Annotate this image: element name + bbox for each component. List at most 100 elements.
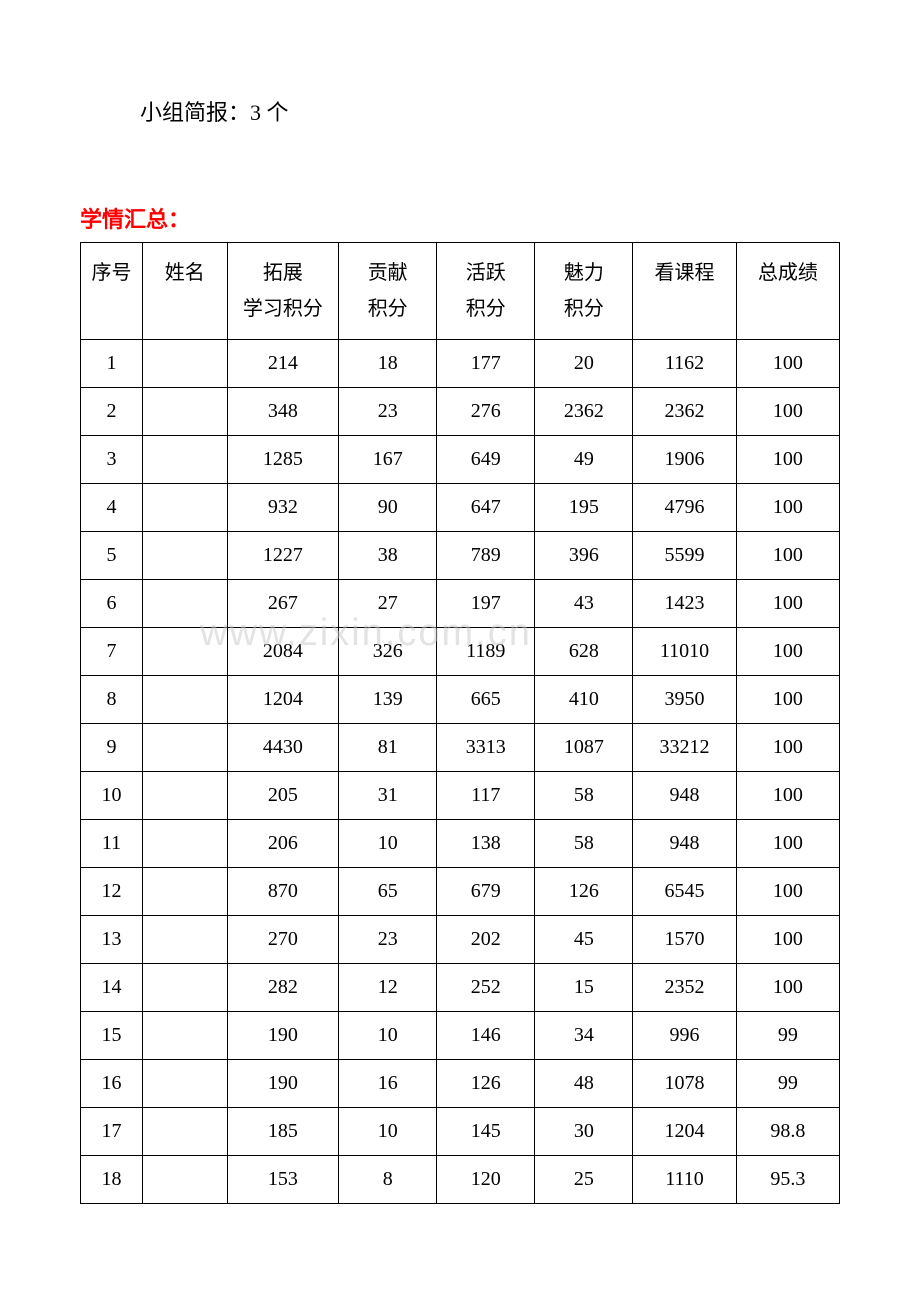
table-row: 94430813313108733212100 <box>81 724 840 772</box>
table-row: 15190101463499699 <box>81 1012 840 1060</box>
table-cell: 45 <box>535 916 633 964</box>
table-cell <box>142 1012 227 1060</box>
table-cell: 16 <box>81 1060 143 1108</box>
table-cell: 214 <box>227 340 339 388</box>
table-cell: 1285 <box>227 436 339 484</box>
table-cell <box>142 340 227 388</box>
table-row: 161901612648107899 <box>81 1060 840 1108</box>
table-cell: 195 <box>535 484 633 532</box>
table-cell: 95.3 <box>736 1156 839 1204</box>
table-cell: 649 <box>437 436 535 484</box>
table-cell <box>142 820 227 868</box>
header-label: 活跃 <box>441 255 530 291</box>
table-cell: 167 <box>339 436 437 484</box>
table-cell: 9 <box>81 724 143 772</box>
table-cell: 2352 <box>633 964 736 1012</box>
table-cell: 4796 <box>633 484 736 532</box>
header-label: 贡献 <box>343 255 432 291</box>
header-label: 积分 <box>343 291 432 327</box>
table-cell: 267 <box>227 580 339 628</box>
table-cell: 206 <box>227 820 339 868</box>
table-cell: 2362 <box>535 388 633 436</box>
table-cell: 100 <box>736 484 839 532</box>
table-cell <box>142 916 227 964</box>
table-cell: 65 <box>339 868 437 916</box>
table-row: 121418177201162100 <box>81 340 840 388</box>
table-cell: 8 <box>81 676 143 724</box>
table-cell: 12 <box>81 868 143 916</box>
table-cell: 10 <box>81 772 143 820</box>
table-cell: 1227 <box>227 532 339 580</box>
table-cell: 190 <box>227 1012 339 1060</box>
table-cell: 100 <box>736 628 839 676</box>
table-cell <box>142 388 227 436</box>
header-label: 积分 <box>539 291 628 327</box>
table-cell: 98.8 <box>736 1108 839 1156</box>
table-cell: 15 <box>535 964 633 1012</box>
table-cell: 33212 <box>633 724 736 772</box>
table-cell: 870 <box>227 868 339 916</box>
table-cell: 348 <box>227 388 339 436</box>
table-cell: 13 <box>81 916 143 964</box>
table-cell: 90 <box>339 484 437 532</box>
table-cell: 1204 <box>227 676 339 724</box>
table-cell: 665 <box>437 676 535 724</box>
table-row: 1428212252152352100 <box>81 964 840 1012</box>
table-cell <box>142 964 227 1012</box>
table-row: 12870656791266545100 <box>81 868 840 916</box>
subtitle-text: 小组简报：3 个 <box>140 95 840 127</box>
table-cell: 1204 <box>633 1108 736 1156</box>
table-cell: 996 <box>633 1012 736 1060</box>
table-row: 51227387893965599100 <box>81 532 840 580</box>
table-cell <box>142 1060 227 1108</box>
table-cell <box>142 628 227 676</box>
table-cell: 58 <box>535 820 633 868</box>
table-cell: 396 <box>535 532 633 580</box>
table-cell: 6 <box>81 580 143 628</box>
table-cell <box>142 676 227 724</box>
table-cell <box>142 724 227 772</box>
table-cell: 8 <box>339 1156 437 1204</box>
header-total: 总成绩 <box>736 243 839 340</box>
table-cell: 3950 <box>633 676 736 724</box>
table-cell <box>142 484 227 532</box>
table-row: 1327023202451570100 <box>81 916 840 964</box>
table-cell: 49 <box>535 436 633 484</box>
table-cell: 11 <box>81 820 143 868</box>
table-cell: 139 <box>339 676 437 724</box>
table-cell: 679 <box>437 868 535 916</box>
table-cell: 1078 <box>633 1060 736 1108</box>
table-cell: 197 <box>437 580 535 628</box>
header-label: 总成绩 <box>741 255 835 291</box>
table-cell: 3313 <box>437 724 535 772</box>
table-cell: 100 <box>736 820 839 868</box>
table-cell: 100 <box>736 580 839 628</box>
table-header-row: 序号 姓名 拓展 学习积分 贡献 积分 活跃 积分 <box>81 243 840 340</box>
table-cell: 100 <box>736 676 839 724</box>
table-cell: 252 <box>437 964 535 1012</box>
table-cell: 205 <box>227 772 339 820</box>
header-course: 看课程 <box>633 243 736 340</box>
table-cell <box>142 580 227 628</box>
table-cell <box>142 1108 227 1156</box>
header-label: 序号 <box>85 255 138 291</box>
header-ext: 拓展 学习积分 <box>227 243 339 340</box>
table-cell: 138 <box>437 820 535 868</box>
table-cell: 190 <box>227 1060 339 1108</box>
table-cell: 1906 <box>633 436 736 484</box>
table-cell: 932 <box>227 484 339 532</box>
table-cell: 4430 <box>227 724 339 772</box>
table-row: 171851014530120498.8 <box>81 1108 840 1156</box>
table-cell: 100 <box>736 916 839 964</box>
table-cell <box>142 1156 227 1204</box>
table-cell: 25 <box>535 1156 633 1204</box>
table-cell: 326 <box>339 628 437 676</box>
table-cell: 948 <box>633 820 736 868</box>
table-cell: 5 <box>81 532 143 580</box>
table-cell: 1087 <box>535 724 633 772</box>
table-row: 626727197431423100 <box>81 580 840 628</box>
table-cell: 4 <box>81 484 143 532</box>
table-row: 4932906471954796100 <box>81 484 840 532</box>
table-cell: 100 <box>736 388 839 436</box>
table-cell: 100 <box>736 868 839 916</box>
